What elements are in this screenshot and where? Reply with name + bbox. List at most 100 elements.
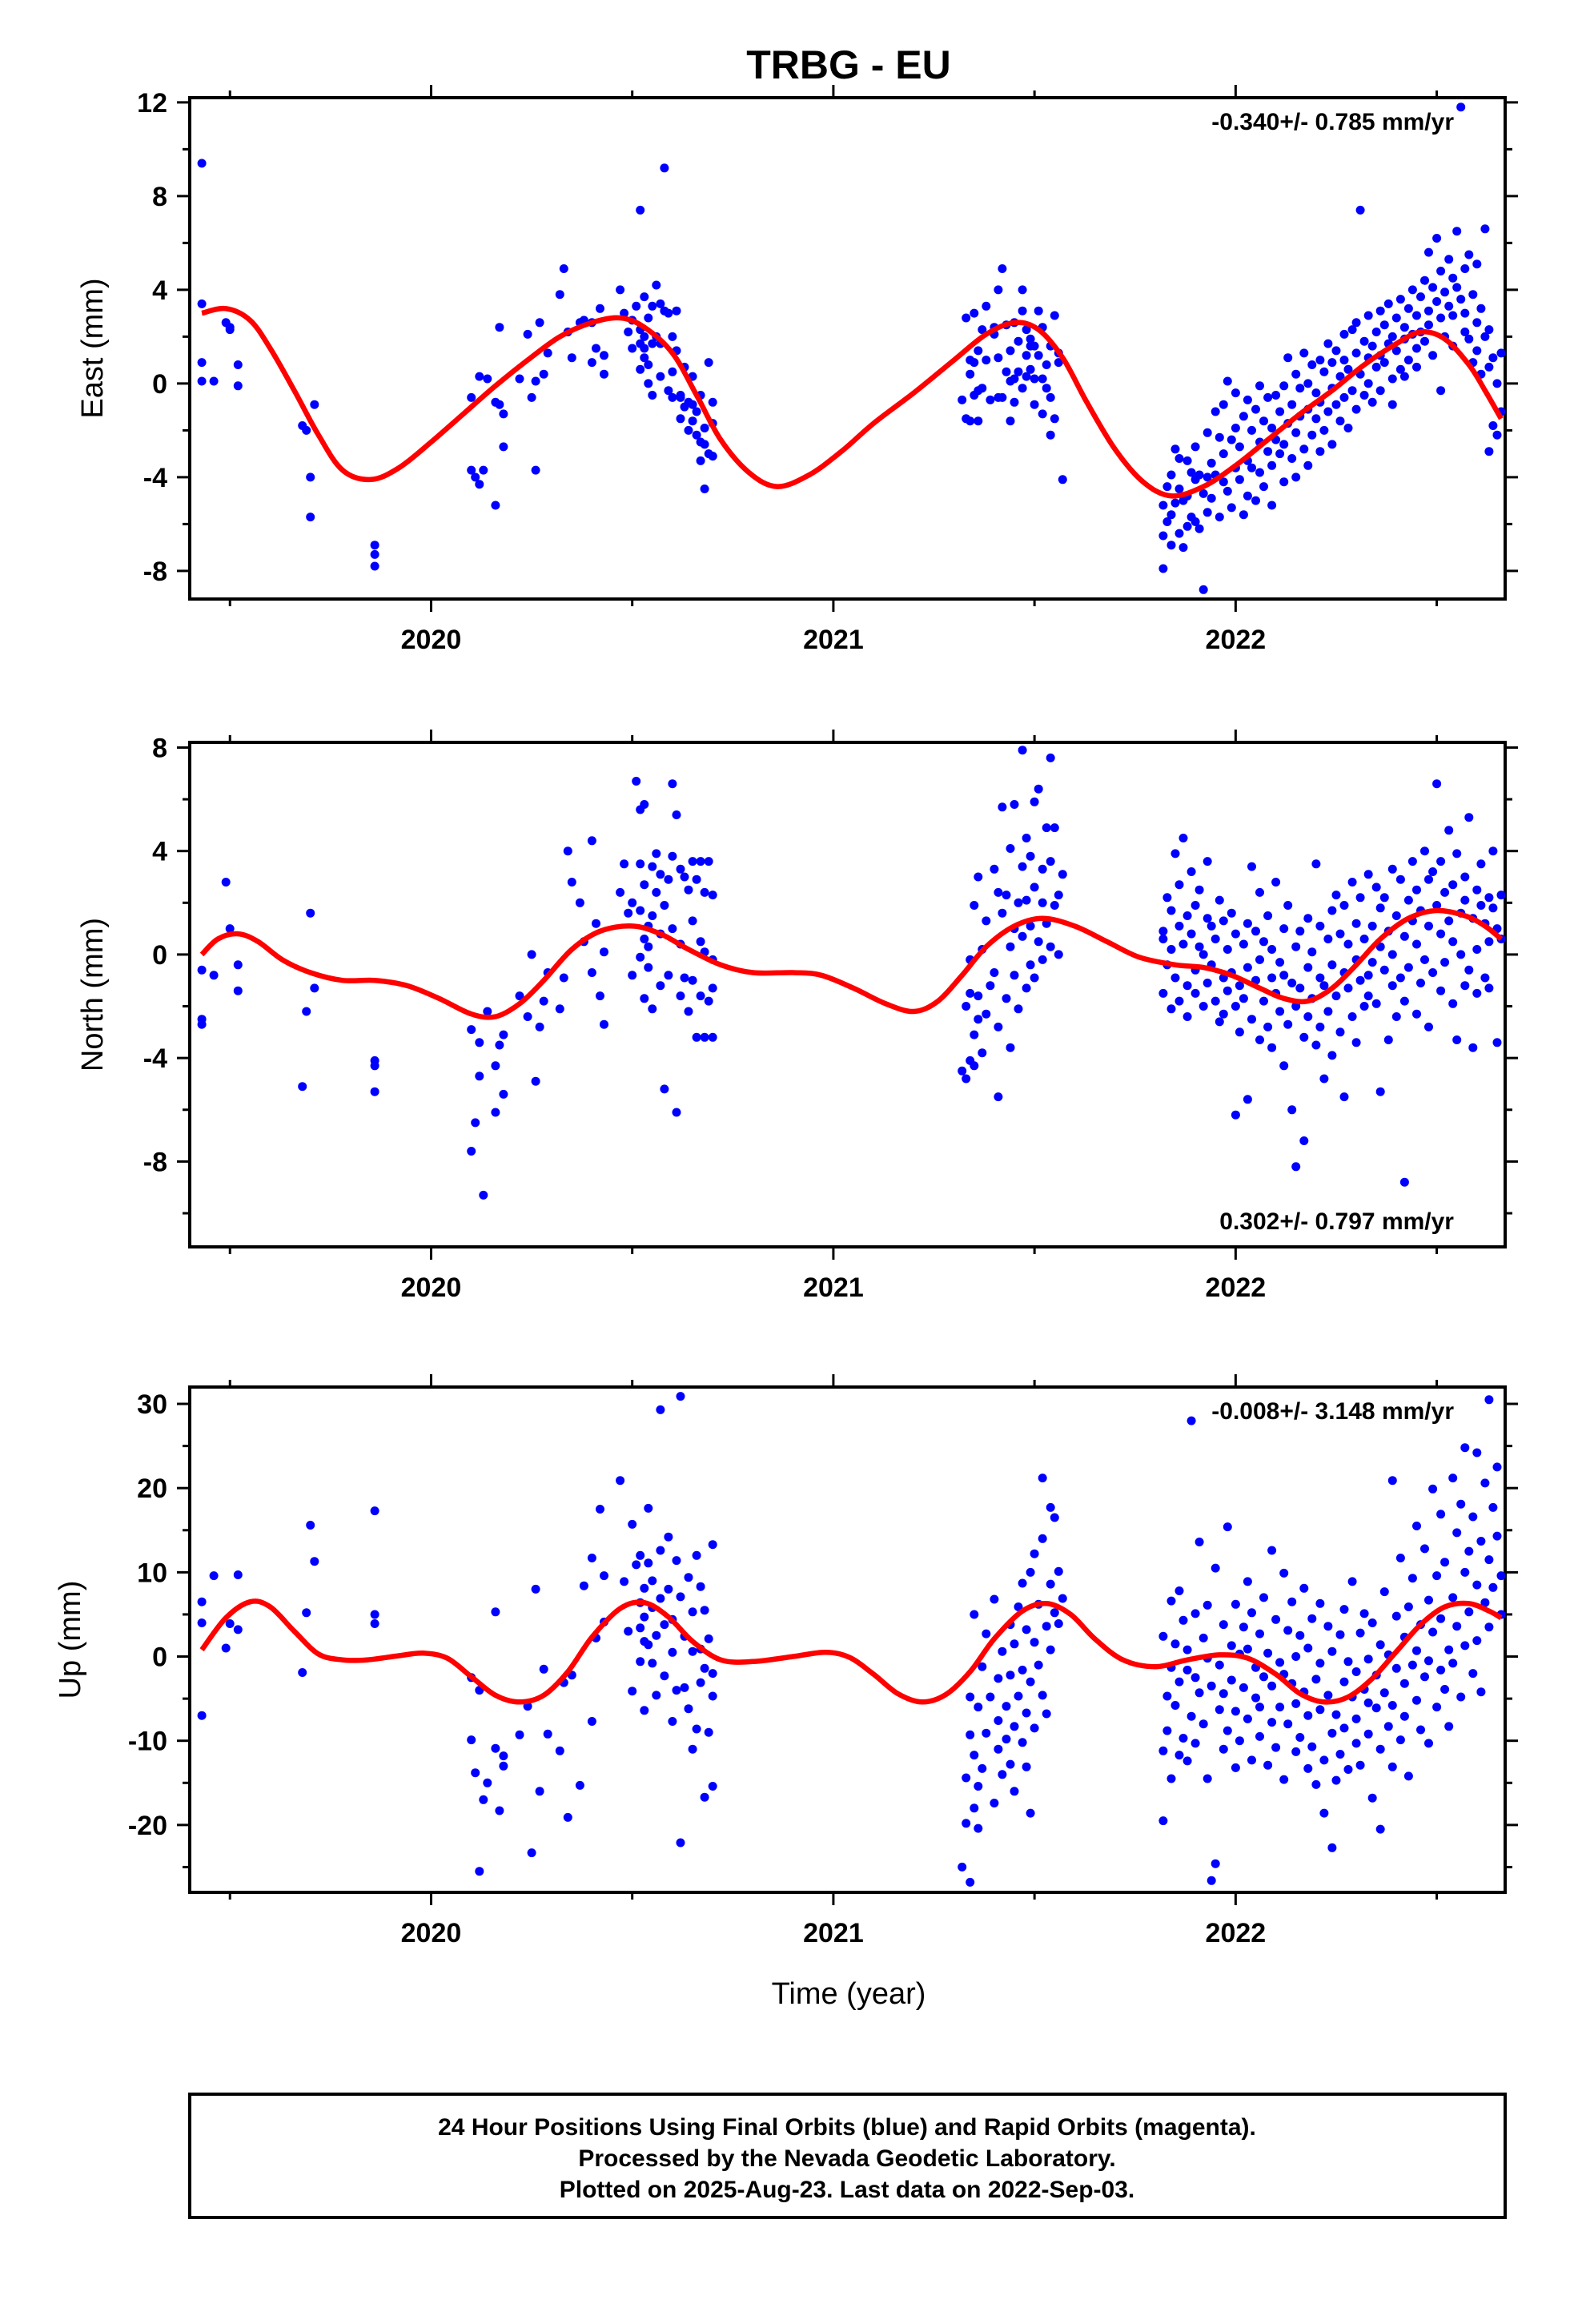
east-data-point [1219, 400, 1228, 409]
up-data-point [1343, 1765, 1353, 1774]
east-data-point [652, 280, 661, 290]
north-data-point [1279, 971, 1289, 980]
east-data-point [1339, 392, 1349, 402]
north-panel: 2020 2021 2022 -8 -4 0 4 8 North (mm) 0.302+/- 0.… [76, 730, 1518, 1303]
east-data-point [704, 358, 713, 368]
up-data-point [1022, 1708, 1031, 1718]
up-data-point [1492, 1462, 1502, 1472]
north-data-point [1002, 891, 1011, 900]
east-data-point [499, 442, 508, 452]
east-data-point [302, 425, 311, 435]
east-data-point [1432, 234, 1442, 243]
up-data-point [1468, 1669, 1478, 1679]
north-data-point [1327, 960, 1337, 970]
east-data-point [1428, 351, 1438, 360]
north-data-point [515, 991, 524, 1001]
east-data-point [636, 205, 645, 215]
east-data-point [1407, 285, 1417, 295]
up-data-point [1275, 1658, 1285, 1667]
east-data-point [1158, 501, 1168, 510]
up-points [197, 1392, 1505, 1887]
up-data-point [310, 1557, 319, 1566]
north-data-point [1191, 901, 1200, 910]
up-data-point [1046, 1579, 1055, 1589]
east-data-point [1371, 362, 1381, 372]
up-data-point [527, 1848, 536, 1858]
east-data-point [1335, 372, 1345, 381]
up-data-point [644, 1640, 653, 1650]
north-data-point [1456, 950, 1466, 959]
up-data-point [1307, 1742, 1317, 1751]
north-data-point [1227, 908, 1236, 918]
north-data-point [1315, 921, 1325, 931]
up-data-point [1472, 1580, 1482, 1590]
north-data-point [1363, 870, 1373, 879]
north-data-point [1054, 891, 1063, 900]
up-data-point [1182, 1665, 1192, 1675]
up-data-point [986, 1692, 995, 1702]
up-data-point [680, 1683, 689, 1692]
north-data-point [1174, 921, 1184, 931]
north-data-point [1231, 1002, 1240, 1011]
east-data-point [1199, 489, 1208, 498]
north-data-point [1046, 942, 1055, 951]
up-data-point [1042, 1709, 1051, 1719]
north-data-point [1359, 1002, 1369, 1011]
north-data-point [1287, 1105, 1297, 1115]
up-data-point [660, 1620, 669, 1630]
east-data-point [966, 416, 975, 426]
north-data-point [962, 1002, 971, 1011]
up-y-tick-label: 10 [137, 1558, 167, 1588]
east-data-point [1267, 501, 1277, 510]
east-data-point [644, 379, 653, 388]
north-data-point [1223, 986, 1232, 995]
north-data-point [499, 1089, 508, 1099]
up-data-point [1195, 1688, 1204, 1698]
east-data-point [1255, 468, 1264, 477]
east-data-point [1456, 103, 1466, 112]
north-data-point [1006, 1043, 1015, 1052]
east-data-point [1263, 392, 1273, 402]
north-data-point [644, 942, 653, 951]
up-data-point [467, 1735, 476, 1745]
up-data-point [1295, 1630, 1305, 1640]
up-data-point [1303, 1763, 1313, 1773]
up-y-axis-label: Up (mm) [54, 1581, 87, 1699]
up-data-point [664, 1584, 673, 1594]
up-data-point [1042, 1622, 1051, 1631]
caption-box [188, 2093, 1507, 2219]
north-data-point [1311, 859, 1321, 869]
north-data-point [600, 947, 608, 957]
east-data-point [1371, 328, 1381, 336]
east-data-point [1327, 440, 1337, 449]
east-data-point [1219, 477, 1228, 487]
up-data-point [692, 1724, 701, 1734]
up-data-point [616, 1476, 625, 1486]
north-data-point [1343, 939, 1353, 949]
north-data-point [197, 965, 207, 975]
north-data-point [1203, 914, 1212, 923]
north-data-point [531, 1076, 540, 1086]
north-data-point [1367, 958, 1377, 967]
up-data-point [1271, 1743, 1281, 1752]
up-y-tick-label: 0 [152, 1642, 167, 1673]
up-data-point [1182, 1645, 1192, 1655]
north-data-point [1215, 895, 1224, 905]
up-data-point [1496, 1571, 1505, 1581]
north-data-point [1283, 901, 1293, 910]
north-data-point [1259, 937, 1268, 947]
up-data-point [978, 1763, 987, 1773]
east-data-point [1203, 428, 1212, 437]
east-data-point [559, 264, 568, 273]
up-data-point [1291, 1652, 1301, 1661]
north-data-point [1379, 893, 1389, 903]
up-data-point [624, 1626, 633, 1636]
caption-line-1: 24 Hour Positions Using Final Orbits (bl… [438, 2114, 1256, 2141]
east-data-point [1379, 358, 1389, 368]
up-data-point [1412, 1522, 1421, 1530]
north-data-point [1407, 857, 1417, 866]
up-data-point [1207, 1876, 1216, 1885]
north-data-point [1476, 901, 1486, 910]
up-data-point [1331, 1710, 1341, 1719]
